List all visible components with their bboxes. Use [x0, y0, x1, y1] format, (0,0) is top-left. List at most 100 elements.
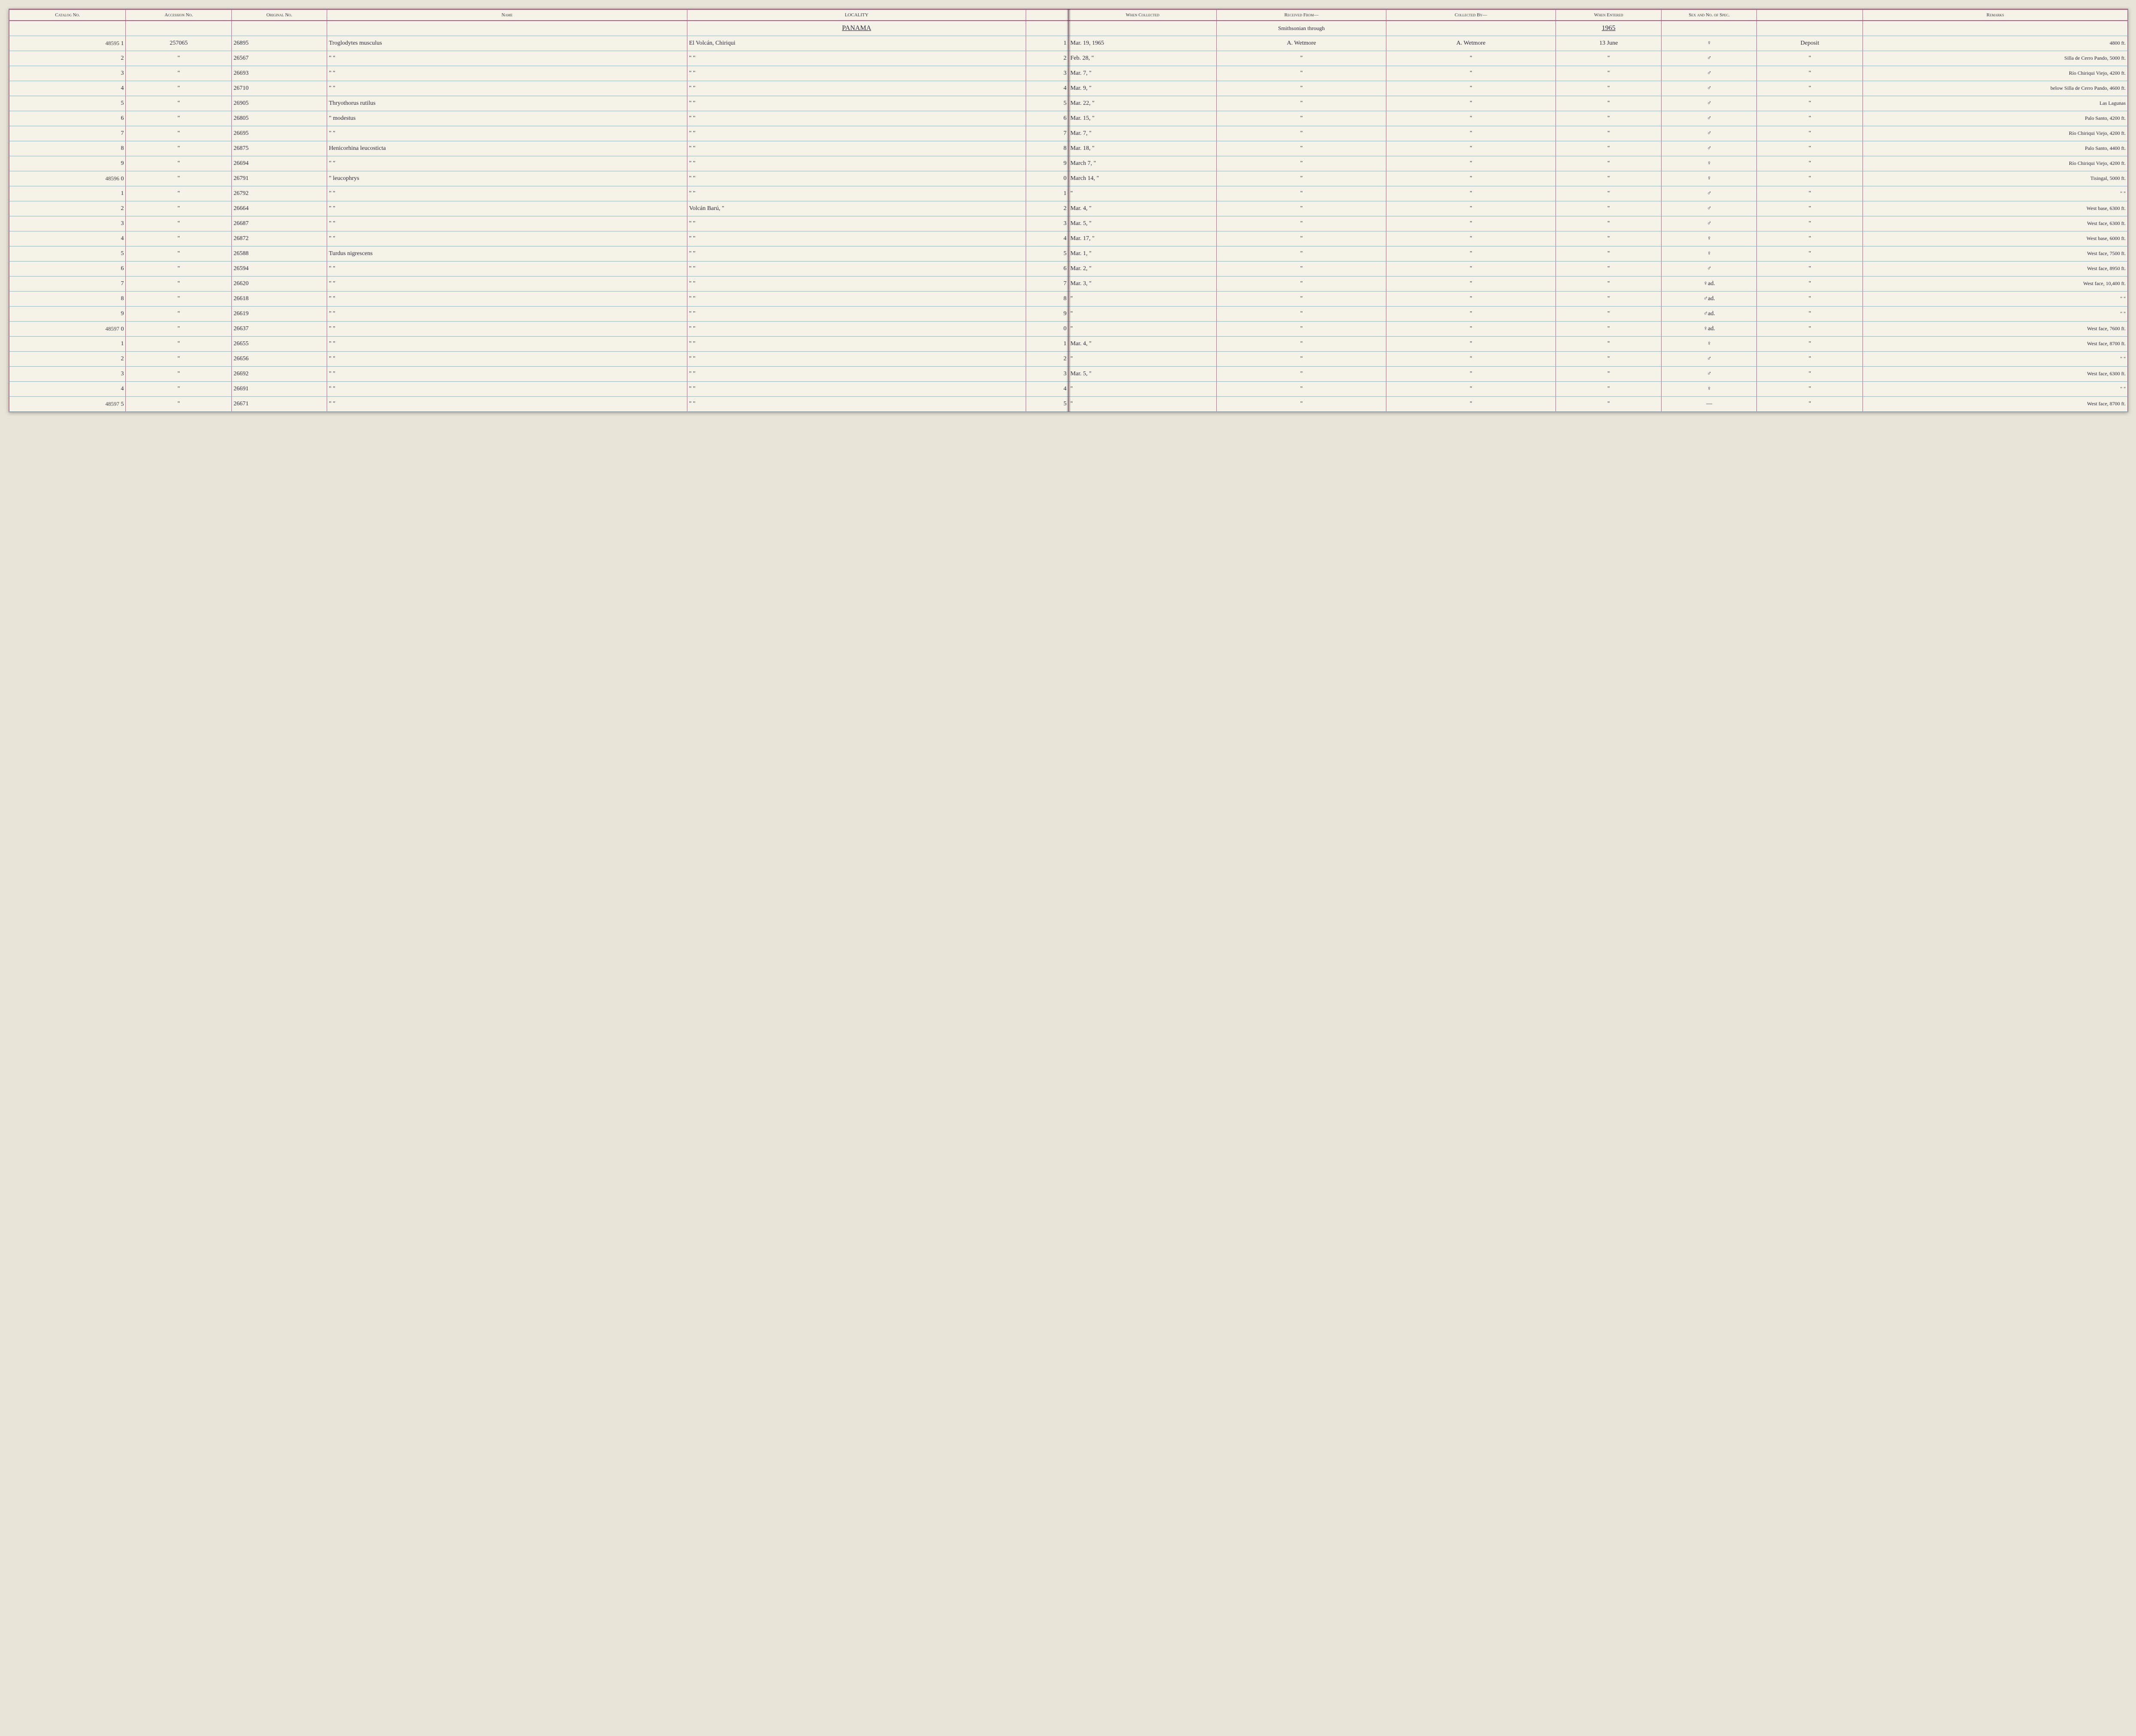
- entered-cell: ": [1556, 352, 1662, 367]
- deposit-cell: ": [1757, 367, 1863, 382]
- accession-cell: ": [126, 156, 232, 171]
- locality-cell: " ": [687, 382, 1026, 397]
- accession-cell: ": [126, 367, 232, 382]
- received-cell: ": [1217, 171, 1386, 186]
- locality-cell: " ": [687, 156, 1026, 171]
- locality-cell: " ": [687, 141, 1026, 156]
- table-row: 48597 5"26671" "" "5""""—"West face, 870…: [9, 397, 2128, 412]
- received-cell: ": [1217, 261, 1386, 277]
- deposit-cell: ": [1757, 96, 1863, 111]
- table-row: 8"26618" "" "8""""♂ad."" ": [9, 292, 2128, 307]
- locality-cell: " ": [687, 231, 1026, 246]
- when-collected-cell: Mar. 17, ": [1068, 231, 1216, 246]
- received-cell: ": [1217, 96, 1386, 111]
- accession-cell: ": [126, 51, 232, 66]
- deposit-cell: ": [1757, 277, 1863, 292]
- entered-cell: ": [1556, 231, 1662, 246]
- deposit-cell: ": [1757, 261, 1863, 277]
- when-collected-cell: ": [1068, 307, 1216, 322]
- when-collected-cell: March 7, ": [1068, 156, 1216, 171]
- name-cell: " ": [327, 352, 687, 367]
- sex-cell: ♂ad.: [1662, 307, 1757, 322]
- sex-cell: ♂: [1662, 352, 1757, 367]
- locality-cell: " ": [687, 246, 1026, 261]
- entered-cell: ": [1556, 292, 1662, 307]
- ledger-table: Catalog No. Accession No. Original No. N…: [9, 9, 2128, 412]
- remarks-cell: West base, 6000 ft.: [1863, 231, 2128, 246]
- locality-cell: " ": [687, 66, 1026, 81]
- table-row: 1"26655" "" "1Mar. 4, """"♀"West face, 8…: [9, 337, 2128, 352]
- seq-cell: 7: [1026, 126, 1069, 141]
- accession-cell: ": [126, 126, 232, 141]
- received-cell: ": [1217, 367, 1386, 382]
- table-row: 4"26710" "" "4Mar. 9, """"♂"below Silla …: [9, 81, 2128, 96]
- name-cell: Troglodytes musculus: [327, 36, 687, 51]
- locality-cell: " ": [687, 397, 1026, 412]
- received-cell: ": [1217, 201, 1386, 216]
- received-cell: ": [1217, 231, 1386, 246]
- locality-cell: " ": [687, 126, 1026, 141]
- name-cell: " leucophrys: [327, 171, 687, 186]
- remarks-cell: 4800 ft.: [1863, 36, 2128, 51]
- original-cell: 26792: [232, 186, 327, 201]
- entered-cell: ": [1556, 201, 1662, 216]
- original-cell: 26637: [232, 322, 327, 337]
- seq-cell: 9: [1026, 307, 1069, 322]
- collected-cell: ": [1386, 201, 1556, 216]
- received-cell: ": [1217, 66, 1386, 81]
- collected-cell: ": [1386, 382, 1556, 397]
- original-cell: 26691: [232, 382, 327, 397]
- catalog-cell: 7: [9, 277, 126, 292]
- received-cell: ": [1217, 307, 1386, 322]
- catalog-cell: 2: [9, 352, 126, 367]
- name-cell: " ": [327, 81, 687, 96]
- original-cell: 26895: [232, 36, 327, 51]
- locality-cell: " ": [687, 352, 1026, 367]
- sex-cell: ♂: [1662, 186, 1757, 201]
- accession-cell: ": [126, 216, 232, 231]
- accession-cell: ": [126, 337, 232, 352]
- deposit-cell: Deposit: [1757, 36, 1863, 51]
- seq-cell: 0: [1026, 171, 1069, 186]
- sex-cell: ♀: [1662, 231, 1757, 246]
- remarks-cell: West face, 6300 ft.: [1863, 216, 2128, 231]
- entered-cell: ": [1556, 367, 1662, 382]
- seq-cell: 3: [1026, 216, 1069, 231]
- remarks-cell: Las Lagunas: [1863, 96, 2128, 111]
- catalog-prefix: 48597: [105, 325, 119, 332]
- locality-cell: " ": [687, 322, 1026, 337]
- original-cell: 26872: [232, 231, 327, 246]
- collected-cell: ": [1386, 231, 1556, 246]
- accession-cell: ": [126, 246, 232, 261]
- remarks-cell: Silla de Cerro Pando, 5000 ft.: [1863, 51, 2128, 66]
- catalog-prefix: 48597: [105, 401, 119, 407]
- accession-cell: 257065: [126, 36, 232, 51]
- name-cell: Thryothorus rutilus: [327, 96, 687, 111]
- locality-cell: El Volcán, Chiriqui: [687, 36, 1026, 51]
- when-collected-cell: Mar. 4, ": [1068, 201, 1216, 216]
- when-collected-cell: Mar. 1, ": [1068, 246, 1216, 261]
- seq-cell: 1: [1026, 186, 1069, 201]
- catalog-cell: 6: [9, 261, 126, 277]
- when-collected-cell: ": [1068, 352, 1216, 367]
- sex-cell: ♀ad.: [1662, 322, 1757, 337]
- locality-cell: " ": [687, 96, 1026, 111]
- collected-cell: ": [1386, 277, 1556, 292]
- seq-cell: 3: [1026, 367, 1069, 382]
- deposit-cell: ": [1757, 292, 1863, 307]
- when-collected-cell: March 14, ": [1068, 171, 1216, 186]
- entered-cell: ": [1556, 186, 1662, 201]
- seq-cell: 9: [1026, 156, 1069, 171]
- locality-cell: Volcán Barú, ": [687, 201, 1026, 216]
- col-name: Name: [327, 9, 687, 21]
- locality-cell: " ": [687, 307, 1026, 322]
- name-cell: " modestus: [327, 111, 687, 126]
- catalog-prefix: 48595: [105, 40, 119, 46]
- accession-cell: ": [126, 277, 232, 292]
- table-row: 4"26691" "" "4""""♀"" ": [9, 382, 2128, 397]
- deposit-cell: ": [1757, 216, 1863, 231]
- table-row: 1"26792" "" "1""""♂"" ": [9, 186, 2128, 201]
- table-row: 5"26588Turdus nigrescens" "5Mar. 1, """"…: [9, 246, 2128, 261]
- remarks-cell: West face, 7600 ft.: [1863, 322, 2128, 337]
- accession-cell: ": [126, 96, 232, 111]
